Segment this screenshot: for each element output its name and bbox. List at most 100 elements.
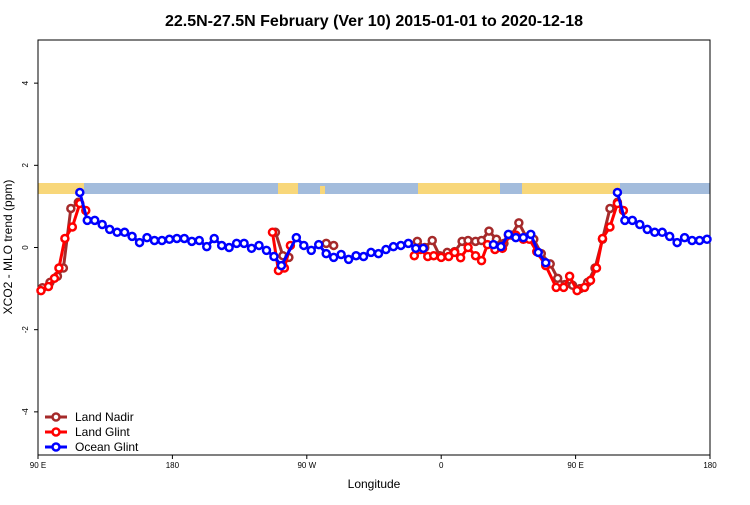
data-point [358, 251, 369, 262]
legend-marker [51, 412, 61, 422]
data-point [267, 227, 278, 238]
data-point [585, 275, 596, 286]
data-point [104, 224, 115, 235]
data-point [672, 237, 682, 248]
map-strip [38, 183, 710, 194]
data-point [579, 282, 590, 293]
data-point [558, 282, 569, 293]
land-strip [278, 183, 298, 194]
data-point [299, 240, 309, 251]
data-point [687, 235, 697, 246]
data-point [246, 243, 257, 254]
data-point [269, 251, 279, 262]
data-point [261, 245, 272, 256]
data-point [373, 248, 384, 259]
data-point [488, 239, 499, 250]
data-point [455, 253, 466, 263]
data-point [321, 238, 331, 249]
data-point [164, 234, 175, 245]
data-point [366, 247, 376, 258]
data-point [239, 238, 249, 249]
data-point [142, 232, 152, 243]
data-point [336, 249, 346, 260]
data-point [605, 222, 615, 232]
data-point [627, 215, 638, 226]
data-point [112, 227, 122, 238]
data-point [306, 245, 317, 256]
y-tick-label: -2 [21, 326, 30, 334]
data-point [540, 257, 551, 268]
data-point [328, 240, 339, 251]
data-point [127, 231, 137, 242]
data-point [381, 244, 391, 255]
data-point [476, 235, 487, 246]
data-point [551, 282, 561, 293]
data-point [635, 219, 645, 230]
legend-marker [51, 427, 61, 437]
data-point [194, 235, 205, 246]
data-point [343, 254, 354, 265]
x-tick-label: 180 [166, 461, 180, 470]
data-point [702, 234, 712, 245]
data-point [328, 252, 339, 263]
data-point [172, 233, 182, 244]
data-point [54, 263, 64, 273]
data-point [463, 242, 473, 253]
x-tick-label: 90 E [30, 461, 46, 470]
plot-box [37, 39, 711, 456]
y-tick-label: 0 [21, 245, 30, 250]
data-point [533, 247, 544, 258]
data-point [321, 248, 331, 259]
data-point [157, 235, 167, 246]
data-point [514, 218, 524, 228]
x-tick-label: 0 [439, 461, 444, 470]
data-point [313, 239, 324, 250]
data-point [418, 243, 429, 254]
data-point [254, 240, 264, 251]
data-point [351, 250, 361, 261]
data-point [443, 251, 454, 262]
data-point [231, 238, 242, 249]
y-tick-label: 4 [21, 80, 30, 85]
data-point [209, 233, 219, 244]
data-point [657, 227, 667, 238]
data-point [484, 226, 494, 236]
data-point [496, 241, 506, 252]
land-strip [522, 183, 620, 194]
legend-label: Land Glint [75, 425, 130, 439]
data-point [60, 233, 70, 244]
data-point [388, 241, 399, 252]
data-point [649, 227, 660, 238]
data-point [187, 236, 197, 247]
data-point [411, 243, 421, 254]
data-point [449, 247, 460, 258]
data-point [470, 250, 481, 261]
data-point [291, 232, 302, 243]
data-point [526, 229, 536, 240]
legend-marker [51, 442, 61, 452]
data-point [664, 231, 675, 242]
data-point [620, 215, 630, 226]
data-point [409, 250, 420, 261]
x-tick-label: 180 [703, 461, 717, 470]
data-point [49, 273, 60, 284]
data-point [276, 260, 287, 271]
land-strip [418, 183, 500, 194]
data-point [642, 224, 653, 235]
data-point [82, 215, 93, 226]
data-point [43, 281, 54, 292]
data-point [572, 285, 582, 296]
data-point [403, 238, 414, 249]
data-point [119, 227, 130, 238]
x-tick-label: 90 W [297, 461, 316, 470]
data-point [216, 240, 227, 251]
x-axis-label: Longitude [348, 477, 401, 491]
data-point [36, 285, 46, 296]
data-point [97, 219, 107, 230]
data-point [591, 263, 602, 273]
data-point [89, 215, 100, 226]
legend-label: Ocean Glint [75, 440, 139, 454]
data-point [396, 240, 406, 251]
data-point [75, 187, 85, 198]
